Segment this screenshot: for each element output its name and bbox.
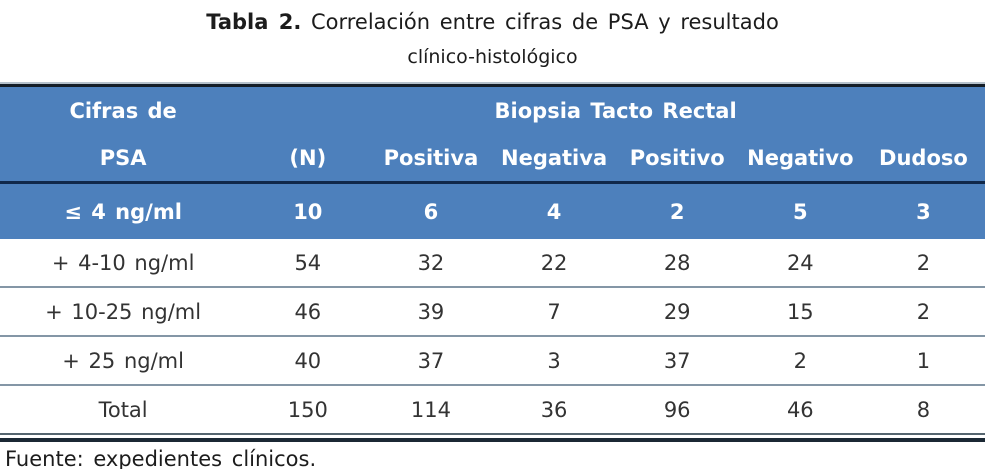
- col-header-negativa: Negativa: [492, 135, 616, 184]
- table-cell: 39: [369, 286, 493, 336]
- row-label: + 10-25 ng/ml: [0, 286, 247, 336]
- col-header-positiva: Positiva: [369, 135, 493, 184]
- table-cell: 37: [369, 335, 493, 385]
- table-cell: 7: [492, 286, 616, 336]
- table-cell: 46: [246, 286, 370, 336]
- table-cell: 3: [861, 182, 985, 239]
- table-cell: 96: [615, 384, 739, 433]
- table-row-le-4: ≤ 4 ng/ml 10 6 4 2 5 3: [0, 182, 985, 239]
- col-header-psa: PSA: [0, 135, 247, 184]
- table-cell: 2: [861, 239, 985, 287]
- row-label: + 25 ng/ml: [0, 335, 247, 385]
- table-cell: 15: [738, 286, 862, 336]
- table-cell: 2: [738, 335, 862, 385]
- table-bottom-rule: [0, 433, 985, 442]
- source-note: Fuente: expedientes clínicos.: [5, 447, 317, 469]
- table-cell: 10: [246, 182, 370, 239]
- table-cell: 46: [738, 384, 862, 433]
- header-row-group: Cifras de Biopsia Tacto Rectal: [0, 85, 985, 135]
- col-header-positivo: Positivo: [615, 135, 739, 184]
- table-caption: Tabla 2. Correlación entre cifras de PSA…: [0, 0, 985, 35]
- table-cell: 3: [492, 335, 616, 385]
- col-header-negativo: Negativo: [738, 135, 862, 184]
- row-label: ≤ 4 ng/ml: [0, 182, 247, 239]
- table-cell: 8: [861, 384, 985, 433]
- table-cell: 6: [369, 182, 493, 239]
- table-row-total: Total 150 114 36 96 46 8: [0, 384, 985, 433]
- psa-correlation-table: Cifras de Biopsia Tacto Rectal PSA (N) P…: [0, 84, 985, 433]
- table-cell: 150: [246, 384, 370, 433]
- table-cell: 40: [246, 335, 370, 385]
- table-cell: 2: [861, 286, 985, 336]
- table-cell: 37: [615, 335, 739, 385]
- row-label: + 4-10 ng/ml: [0, 239, 247, 287]
- table-cell: 54: [246, 239, 370, 287]
- col-header-dudoso: Dudoso: [861, 135, 985, 184]
- table-cell: 114: [369, 384, 493, 433]
- row-label: Total: [0, 384, 247, 433]
- col-header-n: (N): [246, 135, 370, 184]
- table-caption-number: Tabla 2.: [206, 10, 302, 34]
- col-header-cifras-de: Cifras de: [0, 85, 247, 135]
- table-cell: 36: [492, 384, 616, 433]
- table-cell: 29: [615, 286, 739, 336]
- table-row-10-25: + 10-25 ng/ml 46 39 7 29 15 2: [0, 286, 985, 336]
- table-row-25: + 25 ng/ml 40 37 3 37 2 1: [0, 335, 985, 385]
- table-caption-text: Correlación entre cifras de PSA y result…: [301, 10, 779, 34]
- table-cell: 5: [738, 182, 862, 239]
- table-cell: 28: [615, 239, 739, 287]
- table-caption-line2: clínico-histológico: [407, 46, 578, 68]
- table-row-4-10: + 4-10 ng/ml 54 32 22 28 24 2: [0, 239, 985, 287]
- table-top-accent-line: [0, 82, 985, 84]
- col-group-header-biopsia-tacto-rectal: Biopsia Tacto Rectal: [246, 85, 985, 135]
- header-row-columns: PSA (N) Positiva Negativa Positivo Negat…: [0, 135, 985, 184]
- table-cell: 24: [738, 239, 862, 287]
- table-cell: 4: [492, 182, 616, 239]
- table-cell: 1: [861, 335, 985, 385]
- table-cell: 2: [615, 182, 739, 239]
- table-cell: 32: [369, 239, 493, 287]
- table-cell: 22: [492, 239, 616, 287]
